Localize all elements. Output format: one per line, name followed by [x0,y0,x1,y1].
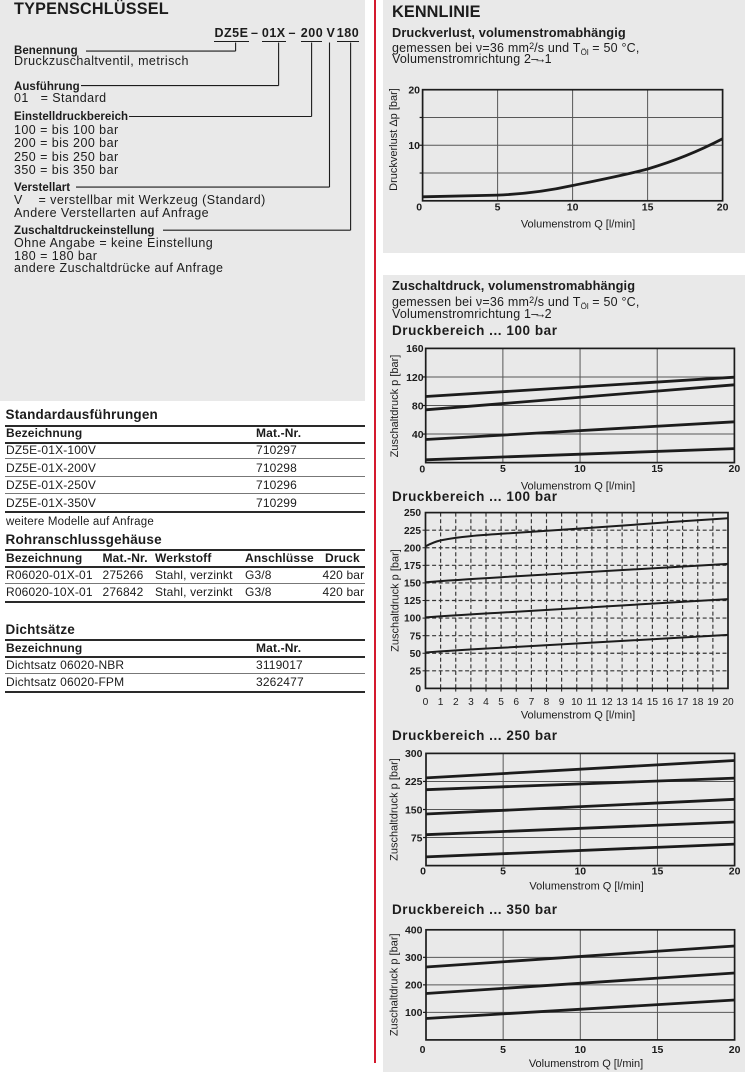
svg-text:15: 15 [652,1044,664,1056]
svg-text:150: 150 [404,579,421,590]
svg-text:12: 12 [601,697,613,708]
svg-text:Zuschaltdruck p [bar]: Zuschaltdruck p [bar] [389,355,401,458]
svg-text:Zuschaltdruck p [bar]: Zuschaltdruck p [bar] [389,758,401,861]
svg-text:400: 400 [405,925,423,937]
svg-text:5: 5 [500,463,506,475]
svg-text:0: 0 [420,1044,426,1056]
svg-text:120: 120 [406,372,424,384]
svg-text:5: 5 [498,697,504,708]
svg-text:Druckverlust Δp [bar]: Druckverlust Δp [bar] [388,88,400,191]
svg-text:10: 10 [567,202,579,214]
svg-text:15: 15 [652,866,664,878]
svg-text:18: 18 [692,697,704,708]
svg-text:0: 0 [415,684,421,695]
svg-text:7: 7 [529,697,535,708]
svg-text:0: 0 [423,697,429,708]
svg-text:2: 2 [453,697,459,708]
svg-text:250: 250 [404,508,421,519]
svg-text:15: 15 [647,697,659,708]
svg-text:20: 20 [722,697,734,708]
svg-text:75: 75 [411,832,423,844]
svg-text:8: 8 [544,697,550,708]
svg-text:Volumenstrom Q [l/min]: Volumenstrom Q [l/min] [529,881,643,893]
svg-text:10: 10 [571,697,583,708]
svg-text:10: 10 [574,463,586,475]
svg-text:160: 160 [406,343,424,355]
svg-text:25: 25 [410,666,422,677]
svg-text:Zuschaltdruck p [bar]: Zuschaltdruck p [bar] [389,933,401,1036]
svg-text:15: 15 [642,202,654,214]
svg-text:15: 15 [651,463,663,475]
svg-text:125: 125 [404,596,421,607]
svg-text:13: 13 [616,697,628,708]
svg-text:150: 150 [405,804,423,816]
svg-text:5: 5 [500,1044,506,1056]
svg-text:225: 225 [405,776,423,788]
svg-text:17: 17 [677,697,689,708]
svg-text:175: 175 [404,561,421,572]
svg-text:16: 16 [662,697,674,708]
svg-text:80: 80 [412,400,424,412]
svg-text:40: 40 [412,429,424,441]
svg-text:20: 20 [729,866,741,878]
svg-text:300: 300 [405,748,423,760]
svg-text:5: 5 [495,202,501,214]
svg-text:Zuschaltdruck p [bar]: Zuschaltdruck p [bar] [389,549,401,652]
svg-text:100: 100 [404,614,421,625]
svg-text:19: 19 [707,697,719,708]
svg-text:Volumenstrom Q [l/min]: Volumenstrom Q [l/min] [521,481,635,493]
svg-text:0: 0 [419,464,425,476]
svg-text:225: 225 [404,526,421,537]
svg-text:10: 10 [574,866,586,878]
svg-text:0: 0 [420,866,426,878]
svg-text:200: 200 [405,980,423,992]
svg-text:11: 11 [587,697,598,708]
svg-text:Volumenstrom Q [l/min]: Volumenstrom Q [l/min] [529,1058,643,1070]
svg-text:4: 4 [483,697,489,708]
svg-text:10: 10 [408,140,420,152]
svg-text:3: 3 [468,697,474,708]
svg-text:0: 0 [416,202,422,214]
svg-text:100: 100 [405,1007,423,1019]
svg-text:50: 50 [410,649,422,660]
svg-text:20: 20 [717,202,729,214]
svg-text:9: 9 [559,697,565,708]
svg-text:300: 300 [405,952,423,964]
svg-text:75: 75 [410,631,422,642]
svg-text:20: 20 [729,463,741,475]
svg-text:10: 10 [574,1044,586,1056]
svg-text:1: 1 [438,697,444,708]
svg-text:6: 6 [513,697,519,708]
svg-text:200: 200 [404,543,421,554]
svg-text:20: 20 [408,85,420,97]
svg-text:Volumenstrom Q [l/min]: Volumenstrom Q [l/min] [521,219,635,231]
svg-text:20: 20 [729,1044,741,1056]
svg-text:14: 14 [632,697,644,708]
svg-text:Volumenstrom Q [l/min]: Volumenstrom Q [l/min] [521,710,635,722]
svg-text:5: 5 [500,866,506,878]
